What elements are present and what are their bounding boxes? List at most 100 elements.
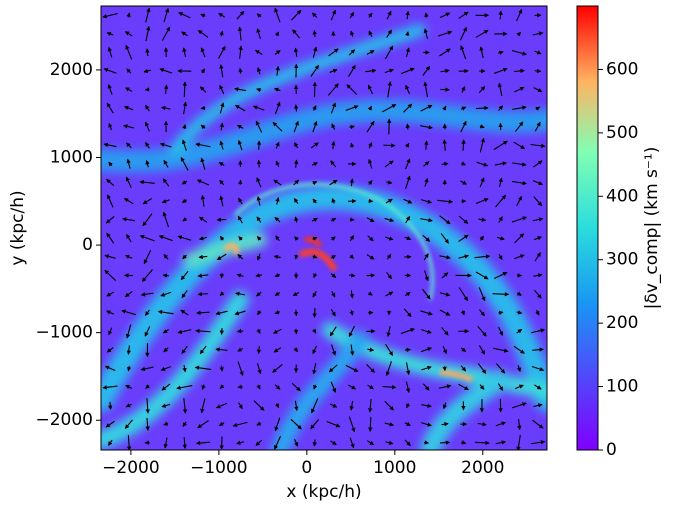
arrow <box>272 364 283 373</box>
arrow <box>331 290 336 298</box>
arrow <box>237 215 243 224</box>
arrow <box>312 198 318 204</box>
arrow <box>367 291 373 296</box>
arrow <box>275 141 280 149</box>
arrow <box>367 440 375 446</box>
arrow <box>257 310 262 316</box>
arrow <box>366 363 375 373</box>
arrow <box>386 253 392 260</box>
arrow <box>441 327 449 336</box>
arrow <box>368 12 373 18</box>
arrow <box>385 236 394 241</box>
arrow <box>144 326 151 337</box>
arrow <box>106 232 115 244</box>
arrow <box>236 273 244 278</box>
arrow <box>160 366 172 371</box>
arrow <box>405 158 411 170</box>
arrow <box>199 345 207 355</box>
arrow <box>367 105 372 111</box>
arrow <box>182 397 188 414</box>
arrow <box>460 106 467 111</box>
arrow <box>497 50 504 55</box>
arrow <box>274 417 281 432</box>
arrow <box>330 381 337 393</box>
arrow <box>200 398 206 414</box>
arrow <box>460 347 467 352</box>
arrow <box>125 176 132 189</box>
arrow <box>144 121 150 132</box>
arrow <box>294 236 299 241</box>
arrow <box>200 124 206 130</box>
arrow <box>497 383 504 391</box>
arrow <box>106 178 115 187</box>
arrow <box>384 160 394 168</box>
arrow <box>194 365 212 371</box>
arrow <box>218 12 225 18</box>
arrow <box>123 124 135 129</box>
arrow <box>145 398 150 414</box>
arrow <box>181 198 188 203</box>
arrow <box>294 216 299 223</box>
arrow <box>312 345 317 355</box>
arrow <box>104 365 116 371</box>
arrow <box>475 105 489 111</box>
arrow <box>403 198 413 204</box>
arrow <box>513 345 525 354</box>
arrow <box>273 179 282 186</box>
arrow <box>313 273 318 279</box>
arrow <box>106 102 114 114</box>
arrow <box>160 105 171 111</box>
arrow <box>256 363 262 375</box>
arrow <box>291 382 301 392</box>
arrow <box>348 384 357 390</box>
arrow <box>533 160 543 168</box>
arrow <box>534 384 542 390</box>
arrow <box>330 102 336 114</box>
arrow <box>423 161 430 167</box>
arrow <box>439 292 451 297</box>
arrow <box>382 104 397 113</box>
arrow <box>182 216 188 222</box>
arrow <box>328 48 339 57</box>
arrow <box>310 142 319 149</box>
arrow <box>142 198 152 205</box>
arrow <box>442 139 447 151</box>
arrow <box>122 217 136 222</box>
arrow <box>439 255 451 260</box>
arrow <box>181 31 188 37</box>
arrow <box>236 124 244 129</box>
arrow <box>495 421 507 427</box>
x-tick-label: 2000 <box>461 458 504 478</box>
arrow <box>106 291 115 297</box>
arrow <box>511 180 527 186</box>
arrow <box>197 420 209 429</box>
arrow <box>254 49 263 55</box>
arrow <box>105 310 115 315</box>
arrow <box>493 347 509 353</box>
arrow <box>403 103 413 113</box>
arrow <box>403 308 412 318</box>
arrow <box>145 417 150 431</box>
arrow <box>238 67 243 74</box>
arrow <box>273 347 282 353</box>
arrow <box>534 50 542 55</box>
arrow <box>126 158 131 169</box>
arrow <box>442 402 448 410</box>
arrow <box>382 384 397 390</box>
arrow <box>330 344 336 356</box>
arrow <box>477 363 487 374</box>
arrow <box>405 362 411 376</box>
arrow <box>328 364 338 373</box>
y-tick-label: −1000 <box>35 323 93 343</box>
arrow <box>367 347 375 352</box>
arrow <box>124 31 133 37</box>
arrow <box>108 439 113 446</box>
arrow <box>219 140 224 150</box>
arrow <box>512 162 527 167</box>
arrow <box>330 236 336 241</box>
arrow <box>125 142 132 149</box>
arrow <box>160 291 172 297</box>
arrow <box>199 86 207 93</box>
arrow <box>531 365 545 372</box>
arrow <box>310 419 320 430</box>
